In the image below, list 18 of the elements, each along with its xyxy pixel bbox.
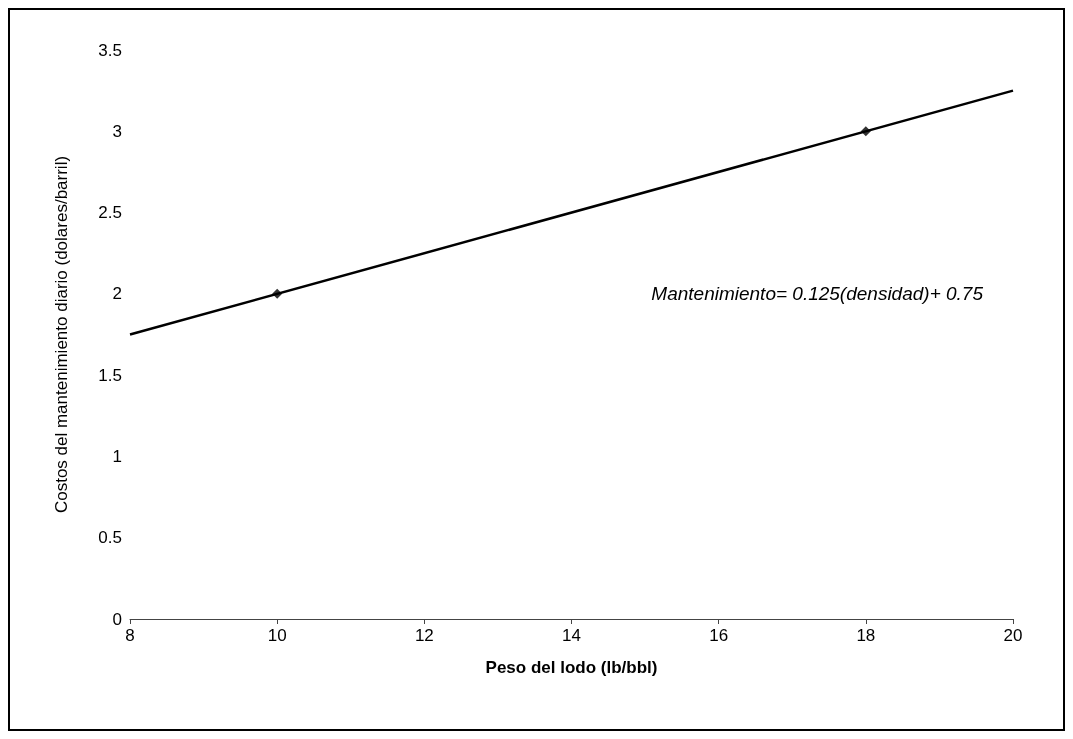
- x-tick-label: 10: [267, 626, 287, 645]
- x-tick-label: 12: [414, 626, 434, 645]
- y-tick-label: 2.5: [98, 203, 122, 223]
- y-axis-title: Costos del mantenimiento diario (dolares/barril): [52, 155, 71, 514]
- y-tick-label: 1.5: [98, 365, 122, 385]
- x-tick-label: 8: [125, 626, 135, 645]
- x-tick-label: 14: [562, 626, 581, 645]
- x-tick-label: 20: [1003, 626, 1023, 645]
- y-tick-label: 0: [112, 609, 122, 629]
- x-tick-label: 16: [709, 626, 729, 645]
- y-tick-label: 3: [112, 121, 122, 141]
- y-tick-label: 1: [112, 446, 122, 466]
- x-tick-label: 18: [856, 626, 876, 645]
- x-axis-title: Peso del lodo (lb/bbl): [485, 658, 658, 677]
- y-tick-label: 2: [112, 284, 122, 304]
- annotation: Mantenimiento= 0.125(densidad)+ 0.75: [651, 283, 984, 304]
- y-tick-label: 3.5: [98, 40, 122, 60]
- y-tick-label: 0.5: [98, 528, 122, 548]
